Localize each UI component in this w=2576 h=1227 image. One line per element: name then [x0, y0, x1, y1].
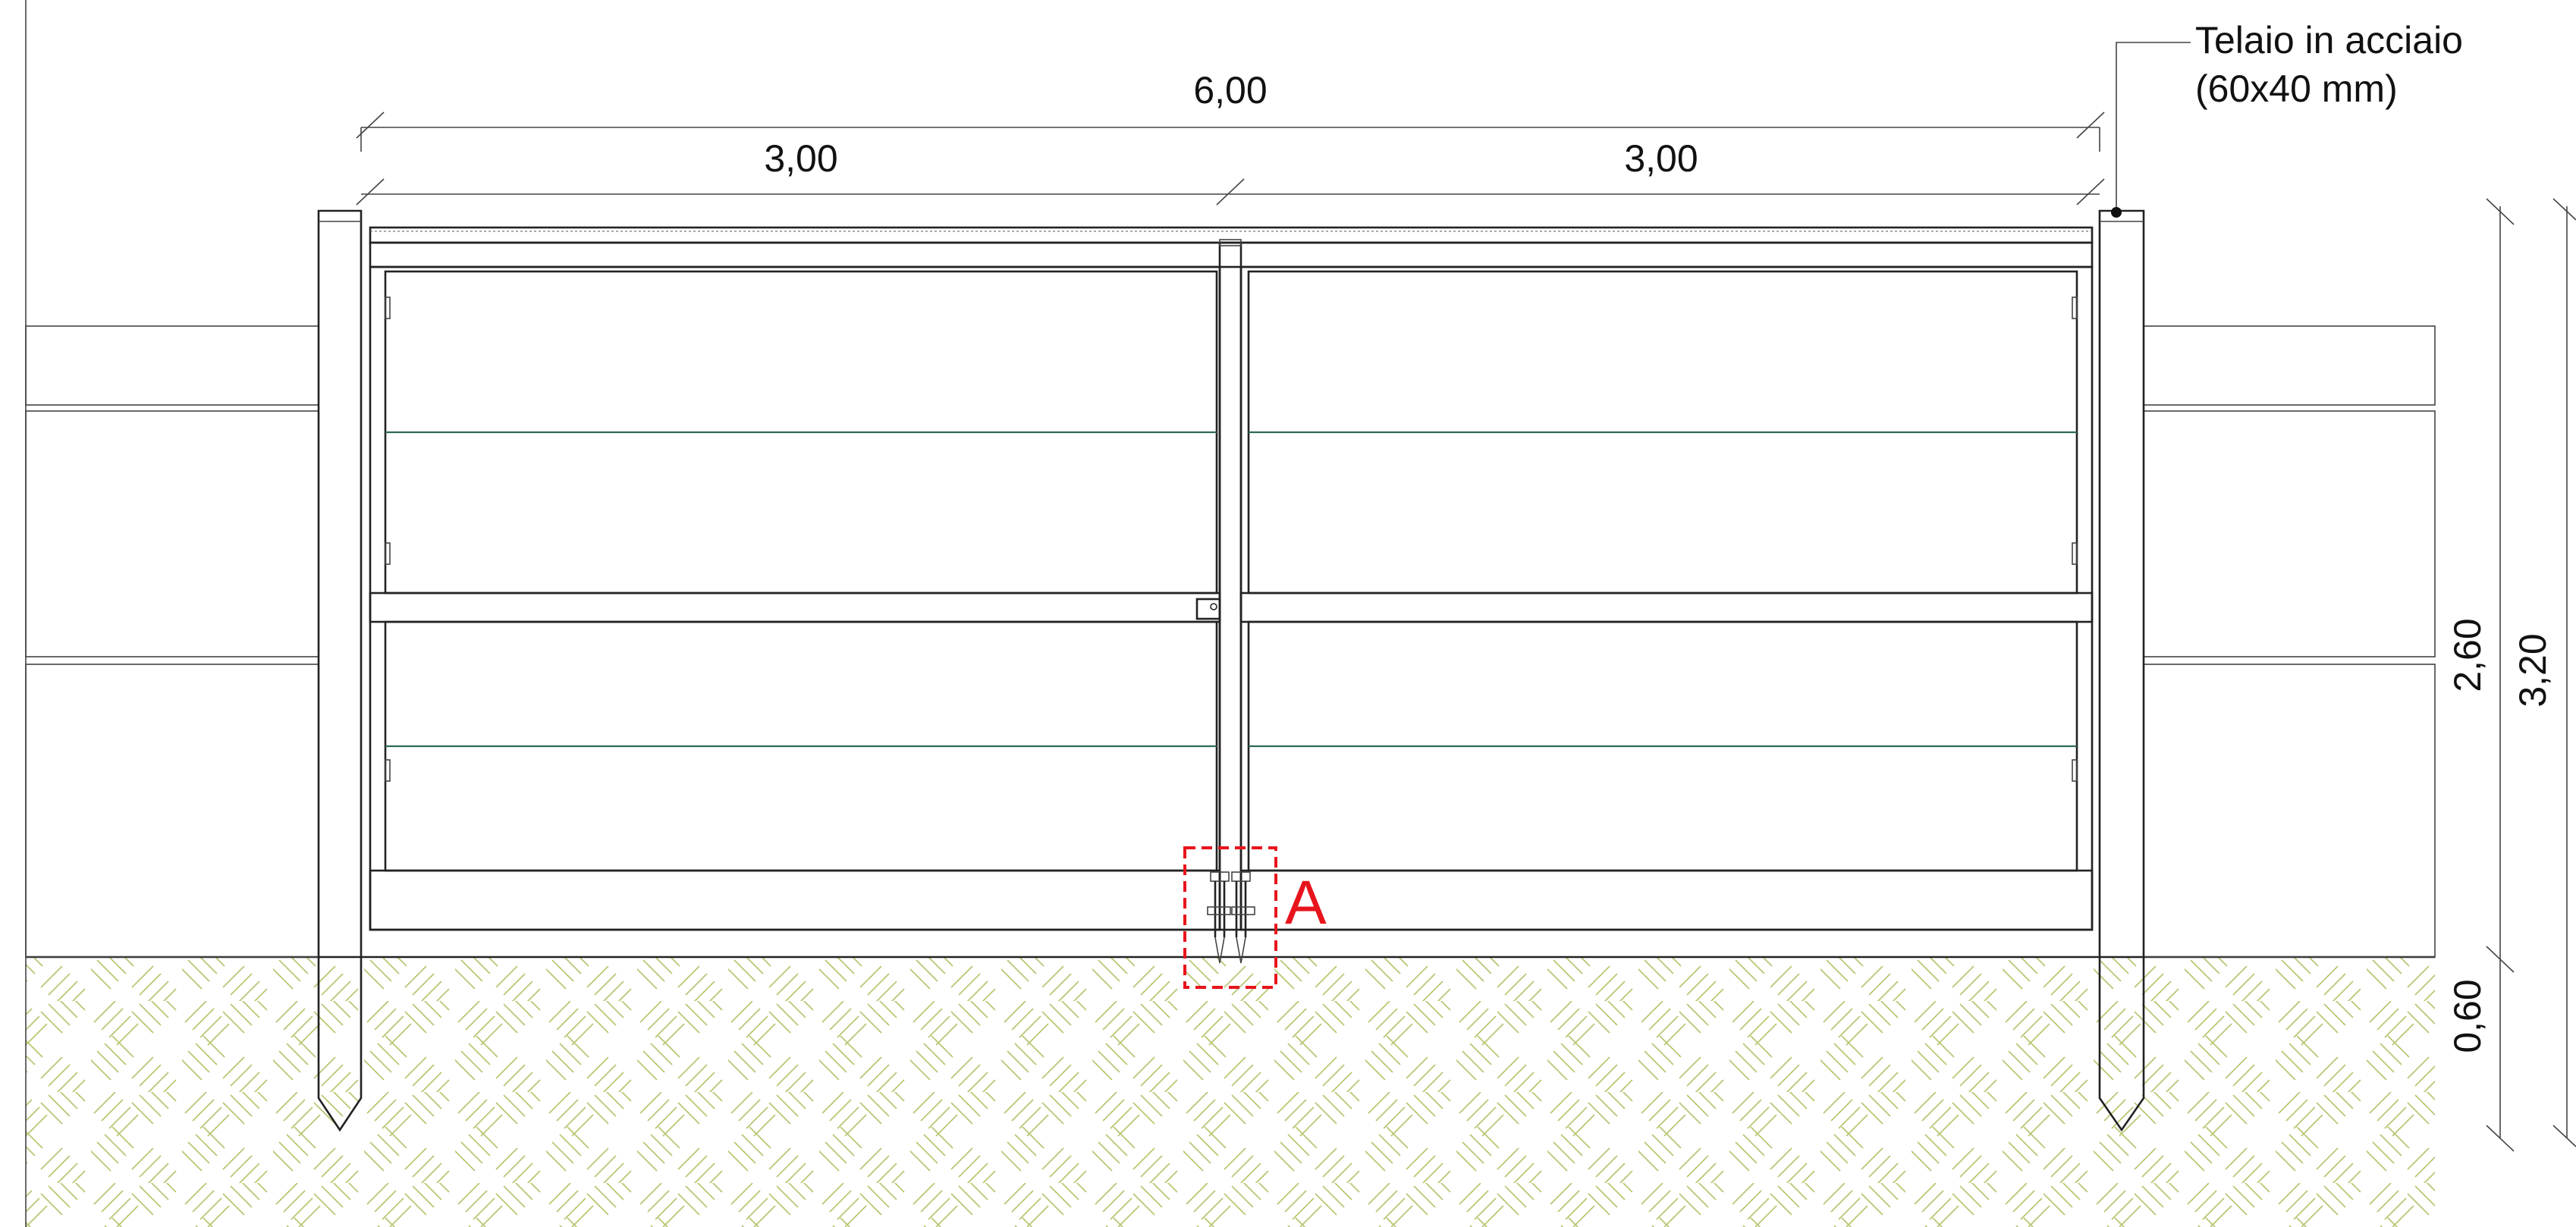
gate-lock — [1195, 598, 1221, 620]
left-leaf-width-label: 3,00 — [764, 137, 837, 180]
right-leaf-bottom-rail — [1239, 869, 2094, 931]
ground-bolt-detail — [1207, 871, 1255, 964]
left-gate-leaf — [369, 265, 1221, 931]
leaf-width-dimension — [356, 178, 2105, 206]
left-leaf-middle-rail — [369, 592, 1221, 623]
soil-ground — [26, 957, 2435, 1227]
height-dimension-2-60 — [2486, 198, 2515, 973]
overall-width-label: 6,00 — [1193, 69, 1267, 111]
right-gate-leaf — [1239, 265, 2094, 931]
left-leaf-bottom-rail — [369, 869, 1221, 931]
gate-top-rail — [369, 226, 2094, 268]
detail-a-frame — [1183, 846, 1277, 989]
total-height-label: 3,20 — [2512, 633, 2554, 707]
right-adjacent-fence — [2143, 325, 2436, 958]
right-leaf-middle-rail — [1239, 592, 2094, 623]
detail-a-label: A — [1285, 868, 1327, 937]
central-stiles — [1218, 239, 1242, 931]
right-post — [2098, 209, 2145, 1132]
overall-width-dimension — [356, 111, 2105, 152]
height-dimension-3-20 — [2552, 198, 2576, 1147]
above-ground-height-label: 2,60 — [2446, 618, 2489, 692]
steel-frame-label-line1: Telaio in acciaio — [2195, 19, 2463, 61]
left-adjacent-fence — [25, 325, 319, 958]
left-post — [317, 209, 363, 1132]
depth-dimension-0-60 — [2486, 957, 2515, 1152]
embedment-depth-label: 0,60 — [2446, 979, 2489, 1053]
right-leaf-width-label: 3,00 — [1624, 137, 1698, 180]
steel-frame-label-line2: (60x40 mm) — [2195, 67, 2398, 110]
steel-frame-leader — [2111, 42, 2191, 218]
